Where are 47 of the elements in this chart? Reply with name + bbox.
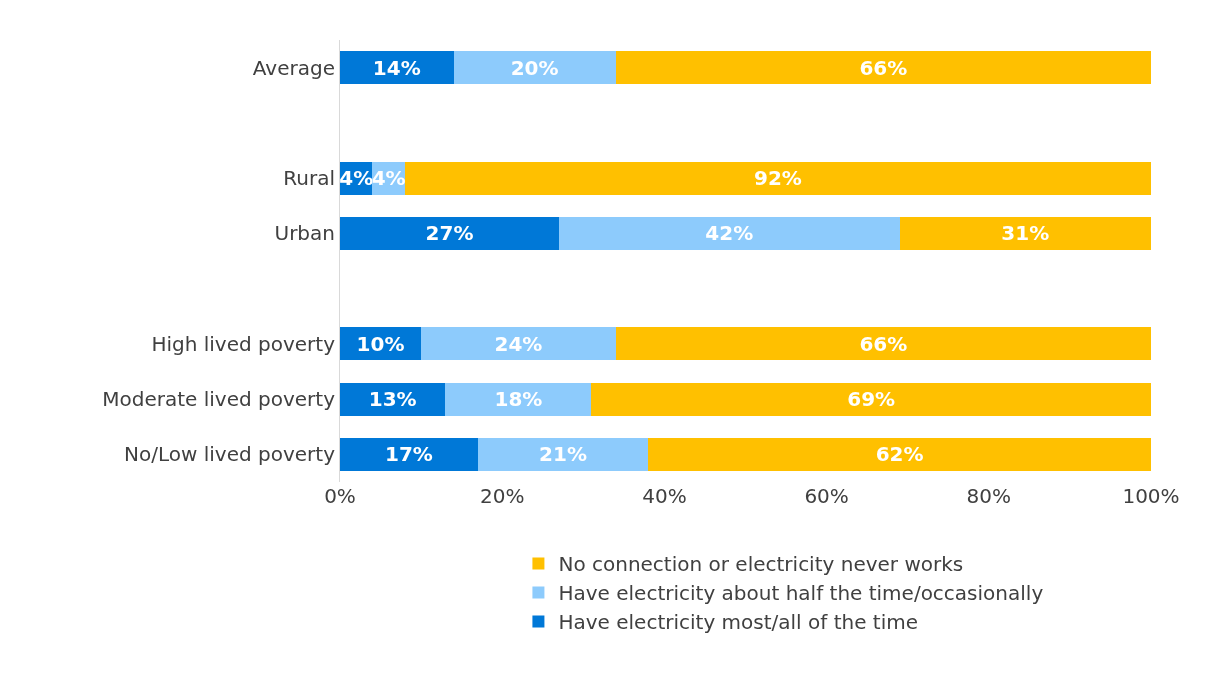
data-label: 66%: [859, 55, 908, 80]
bar: [340, 51, 454, 85]
data-label: 14%: [372, 55, 421, 80]
bar: [453, 51, 616, 85]
bar: [477, 437, 649, 471]
x-tick-label: 0%: [324, 484, 356, 508]
y-tick-label: Moderate lived poverty: [102, 387, 336, 412]
data-label: 4%: [339, 166, 374, 191]
bar: [445, 382, 592, 416]
data-label: 17%: [385, 442, 433, 467]
bar: [615, 51, 1151, 85]
bar: [591, 382, 1151, 416]
bar: [648, 437, 1151, 471]
bar: [340, 216, 559, 250]
data-label: 4%: [371, 166, 406, 191]
data-label: 69%: [847, 387, 896, 412]
bar: [340, 437, 478, 471]
data-label: 31%: [1001, 221, 1050, 246]
x-tick-label: 100%: [1122, 484, 1180, 508]
y-tick-label: No/Low lived poverty: [124, 442, 336, 467]
legend-label: No connection or electricity never works: [558, 552, 964, 577]
bar: [421, 327, 616, 361]
data-label: 24%: [494, 331, 543, 356]
y-tick-label: Urban: [274, 221, 335, 246]
data-label: 42%: [705, 221, 754, 246]
y-tick-label: Average: [252, 55, 335, 80]
data-label: 92%: [754, 166, 802, 191]
x-tick-label: 60%: [804, 484, 849, 508]
y-tick-label: Rural: [283, 166, 335, 191]
data-label: 66%: [859, 331, 908, 356]
bar: [558, 216, 900, 250]
data-label: 21%: [539, 442, 587, 467]
x-tick-label: 20%: [479, 484, 525, 508]
data-label: 62%: [875, 442, 924, 467]
data-label: 20%: [510, 55, 559, 80]
x-tick-label: 80%: [966, 484, 1012, 508]
bar: [899, 216, 1151, 250]
bar: [615, 327, 1151, 361]
data-label: 13%: [368, 387, 417, 412]
legend-label: Have electricity about half the time/occasionally: [558, 581, 1044, 606]
data-label: 18%: [494, 387, 543, 412]
bar: [404, 161, 1151, 195]
data-label: 10%: [356, 331, 405, 356]
x-tick-label: 40%: [642, 484, 687, 508]
data-label: 27%: [425, 221, 474, 246]
y-tick-label: High lived poverty: [151, 331, 336, 356]
legend-label: Have electricity most/all of the time: [558, 610, 919, 635]
